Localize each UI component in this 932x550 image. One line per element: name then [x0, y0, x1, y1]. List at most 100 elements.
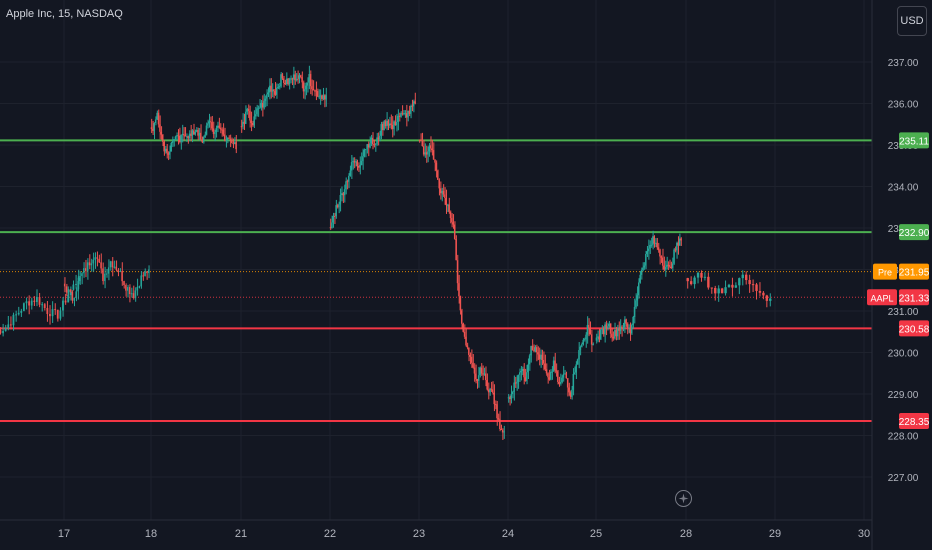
candle-body — [401, 113, 404, 115]
candle-body — [552, 360, 555, 372]
time-axis[interactable]: 17 18 21 22 23 24 25 28 29 30 — [58, 528, 870, 540]
candle-body — [625, 319, 627, 324]
candle-body — [590, 334, 593, 345]
candle-body — [676, 242, 678, 251]
marker-tag-badge — [867, 289, 897, 306]
candle-body — [77, 281, 79, 292]
price-tick-label: 236.00 — [888, 100, 919, 111]
candle-body — [119, 270, 121, 272]
candle-body — [357, 166, 360, 168]
candle-body — [36, 296, 38, 303]
candle-body — [306, 82, 309, 86]
candle-body — [178, 135, 181, 142]
candle-body — [403, 113, 405, 115]
candle-body — [720, 288, 724, 294]
candle-body — [71, 291, 74, 301]
candle-body — [769, 298, 772, 301]
candle-body — [618, 328, 620, 331]
candle-body — [281, 74, 284, 79]
candle-body — [113, 266, 116, 268]
candle-body — [456, 260, 459, 284]
price-badges: 235.11 232.90 230.58 228.35 231.95 Pre 231.33 A… — [867, 132, 930, 429]
candle-body — [461, 310, 463, 324]
candle-body — [117, 269, 119, 272]
candle-body — [316, 91, 319, 97]
candle-body — [582, 339, 584, 345]
candle-body — [592, 344, 594, 346]
scroll-to-realtime-button[interactable] — [675, 490, 692, 507]
candle-body — [686, 278, 689, 282]
candle-body — [680, 238, 682, 241]
candle-body — [573, 372, 576, 374]
candle-body — [480, 367, 483, 374]
candle-body — [256, 108, 258, 115]
candle-body — [235, 142, 237, 150]
time-tick-label: 23 — [413, 528, 425, 540]
candle-body — [246, 109, 248, 112]
candle-body — [632, 316, 634, 325]
candle-body — [445, 198, 447, 206]
candle-body — [724, 287, 727, 294]
candle-body — [654, 242, 657, 244]
candle-body — [659, 250, 661, 257]
candle-body — [352, 161, 354, 163]
time-tick-label: 30 — [858, 528, 870, 540]
candle-body — [612, 337, 615, 339]
candle-body — [12, 314, 15, 326]
candle-body — [544, 363, 546, 370]
candle-body — [452, 222, 455, 225]
candle-body — [664, 267, 667, 270]
candle-body — [271, 89, 274, 92]
candle-body — [621, 326, 623, 328]
candle-body — [555, 370, 558, 372]
candle-body — [384, 121, 387, 127]
candle-body — [121, 270, 123, 282]
candle-body — [201, 139, 203, 143]
candle-body — [319, 95, 322, 97]
price-level-badge — [899, 320, 929, 337]
candle-body — [215, 127, 218, 132]
candle-body — [205, 125, 208, 135]
candle-body — [418, 139, 421, 141]
candle-body — [198, 132, 201, 136]
price-level-value: 235.11 — [899, 136, 929, 147]
candle-body — [278, 86, 281, 88]
candle-body — [652, 236, 654, 245]
candle-body — [184, 135, 187, 137]
candle-body — [250, 120, 253, 123]
candle-body — [17, 312, 20, 315]
candle-body — [67, 289, 70, 293]
currency-button[interactable]: USD — [897, 6, 927, 36]
candle-body — [345, 181, 347, 190]
candle-body — [261, 102, 264, 108]
candle-body — [86, 262, 89, 271]
candle-body — [489, 389, 491, 393]
candle-body — [284, 82, 286, 85]
candle-body — [244, 111, 247, 124]
candle-body — [41, 304, 44, 306]
candle-body — [646, 251, 648, 254]
candle-body — [393, 121, 395, 130]
marker-tag-label: AAPL — [870, 293, 893, 303]
candle-body — [7, 324, 10, 329]
candle-body — [285, 78, 288, 85]
candle-body — [84, 268, 87, 271]
candle-body — [640, 270, 643, 275]
candle-body — [475, 373, 477, 380]
symbol-title: Apple Inc, 15, NASDAQ — [6, 8, 123, 20]
candle-body — [267, 92, 269, 95]
candle-body — [132, 293, 135, 298]
candle-body — [59, 310, 62, 319]
candle-body — [599, 329, 602, 340]
candle-body — [9, 324, 12, 326]
candle-body — [689, 281, 693, 285]
candle-body — [318, 96, 320, 98]
candle-body — [263, 100, 265, 108]
candle-body — [657, 247, 660, 251]
time-tick-label: 29 — [769, 528, 781, 540]
candle-body — [429, 145, 432, 149]
candle-body — [569, 392, 572, 397]
candle-body — [270, 85, 272, 92]
candle-body — [109, 261, 112, 268]
